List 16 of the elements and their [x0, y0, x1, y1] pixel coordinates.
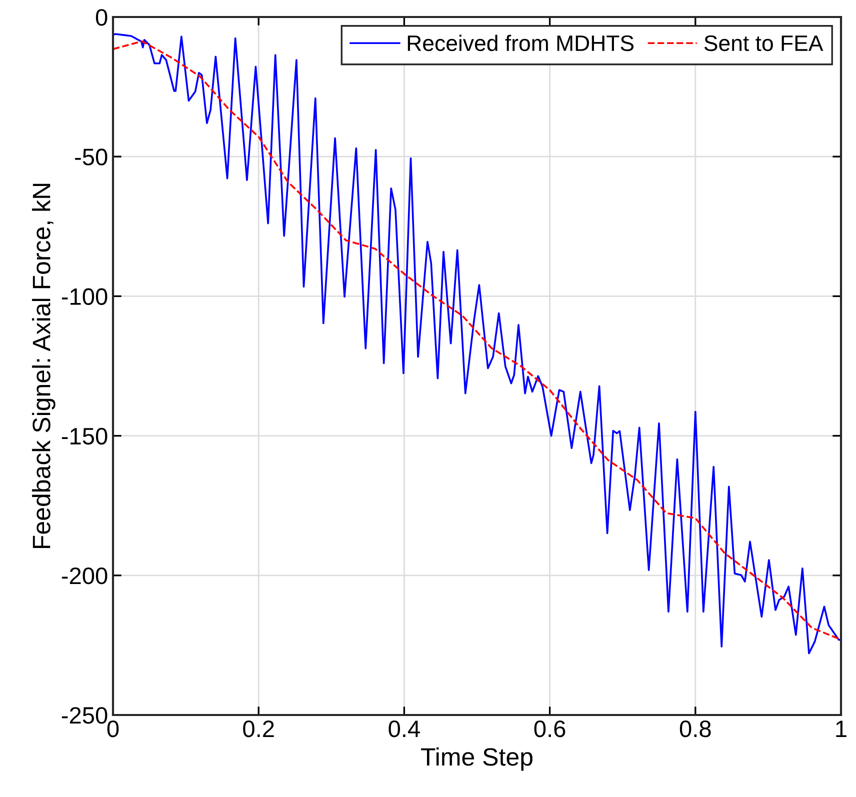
x-tick-label: 0.6: [534, 720, 566, 738]
x-tick-label: 0.4: [388, 720, 420, 738]
y-tick-label: -250: [62, 707, 108, 724]
legend-label: Received from MDHTS: [408, 34, 634, 52]
x-tick-label: 0.8: [680, 720, 711, 738]
y-axis-title: Feedback Signel: Axial Force, kN: [32, 184, 56, 548]
legend-label: Sent to FEA: [704, 35, 824, 52]
y-tick-label: -200: [62, 567, 108, 584]
y-tick-label: -50: [75, 148, 108, 166]
x-tick-label: 0: [107, 720, 119, 738]
y-tick-label: 0: [96, 9, 108, 26]
x-axis-title: Time Step: [421, 747, 532, 771]
x-tick-label: 1: [836, 720, 846, 737]
y-tick-label: -150: [62, 428, 108, 445]
x-tick-label: 0.2: [243, 720, 274, 738]
y-tick-label: -100: [62, 288, 108, 305]
